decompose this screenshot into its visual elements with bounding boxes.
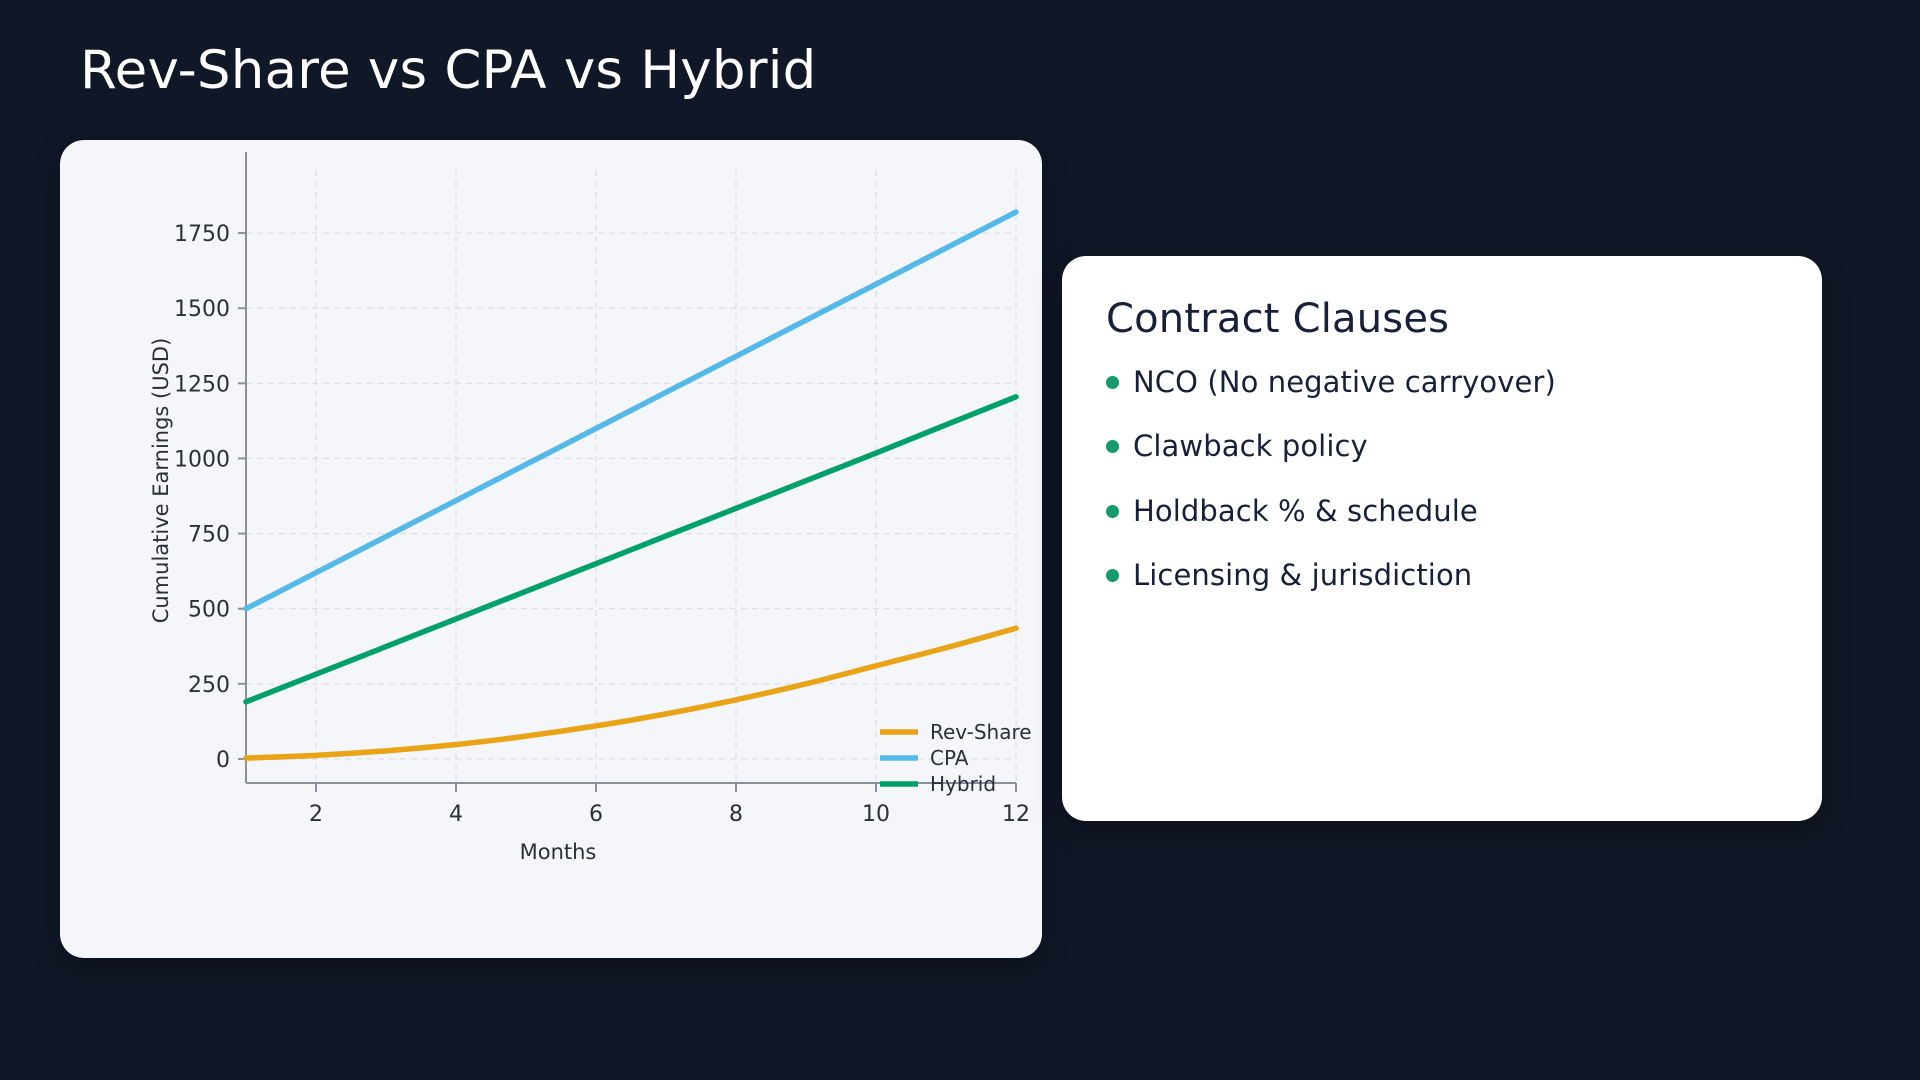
series-line-hybrid: [243, 394, 1019, 705]
y-tick-label: 1750: [174, 222, 230, 247]
y-tick-label: 1500: [174, 297, 230, 322]
bullet-dot-icon: [1106, 504, 1119, 518]
clauses-heading: Contract Clauses: [1106, 296, 1450, 342]
y-tick-label: 750: [188, 523, 230, 548]
chart-tick-labels: 0 250 500 750 1000 1250 1500 1750 2 4 6 8 10 12: [174, 222, 1030, 827]
x-tick-label: 6: [589, 802, 603, 827]
legend-label: CPA: [930, 746, 969, 770]
bullet-dot-icon: [1106, 568, 1119, 582]
bullet-dot-icon: [1106, 376, 1119, 389]
y-tick-label: 1000: [174, 447, 230, 472]
series-line-rev-share: [243, 625, 1019, 761]
y-axis-label: Cumulative Earnings (USD): [149, 338, 173, 624]
list-item: Clawback policy: [1106, 428, 1778, 464]
legend-label: Rev-Share: [930, 720, 1032, 744]
clause-label: Clawback policy: [1133, 429, 1368, 464]
clause-label: NCO (No negative carryover): [1133, 365, 1556, 399]
chart-axes: [238, 152, 1017, 792]
y-tick-label: 0: [216, 748, 230, 773]
clause-list: NCO (No negative carryover) Clawback poli…: [1106, 364, 1778, 593]
series-line-cpa: [243, 209, 1019, 612]
x-tick-label: 8: [729, 802, 743, 827]
x-tick-label: 10: [862, 802, 890, 827]
list-item: Holdback % & schedule: [1106, 493, 1778, 529]
x-axis-label: Months: [520, 840, 597, 864]
y-tick-label: 500: [188, 598, 230, 623]
chart-gridlines: [246, 170, 1017, 783]
contract-clauses-card: Contract Clauses NCO (No negative carryo…: [1062, 256, 1822, 821]
chart-svg: 0 250 500 750 1000 1250 1500 1750 2 4 6 8 10 12 Month…: [149, 152, 1032, 864]
bullet-dot-icon: [1106, 440, 1119, 454]
page-title: Rev-Share vs CPA vs Hybrid: [80, 40, 817, 101]
x-tick-label: 2: [309, 802, 323, 827]
chart-series: [243, 209, 1019, 761]
chart-axis-labels: Months Cumulative Earnings (USD): [149, 338, 596, 864]
clause-label: Licensing & jurisdiction: [1133, 557, 1473, 592]
legend-label: Hybrid: [930, 772, 996, 796]
y-tick-label: 250: [188, 673, 230, 698]
list-item: Licensing & jurisdiction: [1106, 557, 1778, 593]
clause-label: Holdback % & schedule: [1133, 493, 1478, 528]
y-tick-label: 1250: [174, 372, 230, 397]
chart-card: 0 250 500 750 1000 1250 1500 1750 2 4 6 8 10 12 Month…: [60, 140, 1042, 958]
x-tick-label: 12: [1002, 802, 1030, 827]
line-chart: 0 250 500 750 1000 1250 1500 1750 2 4 6 8 10 12 Month…: [60, 140, 1042, 958]
x-tick-label: 4: [449, 802, 463, 827]
list-item: NCO (No negative carryover): [1106, 364, 1778, 400]
